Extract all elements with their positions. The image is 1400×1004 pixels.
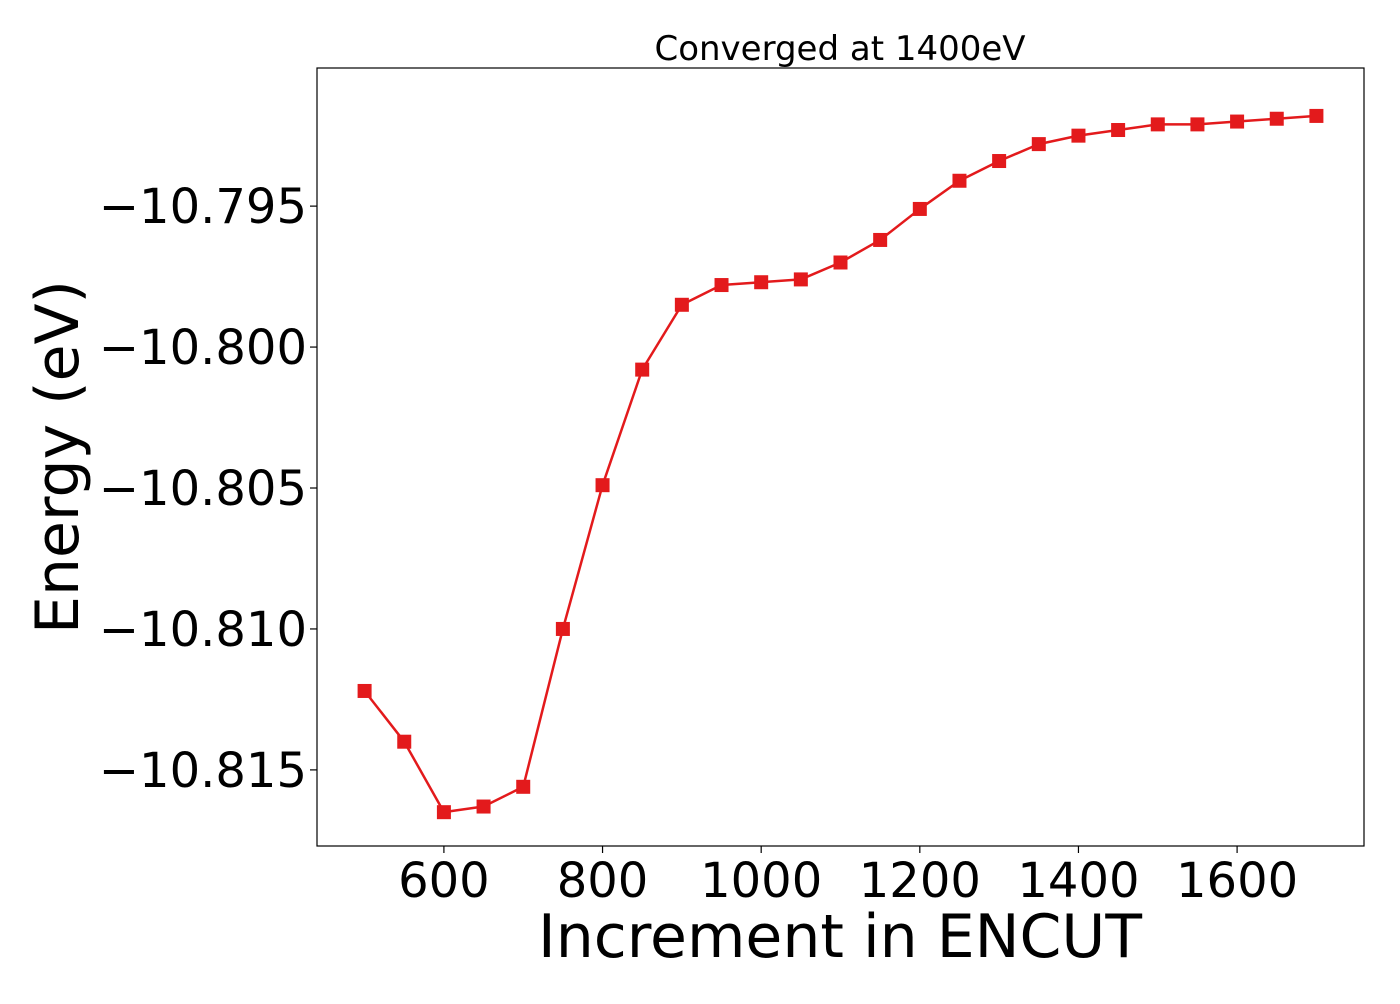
data-point	[1269, 111, 1284, 126]
chart-title: Converged at 1400eV	[654, 29, 1025, 69]
y-tick-label: −10.795	[99, 179, 307, 235]
data-point	[754, 275, 769, 290]
plot-area	[316, 67, 1365, 847]
data-point	[952, 173, 967, 188]
data-point	[1031, 137, 1046, 152]
y-tick-label: −10.810	[99, 602, 307, 658]
y-tick-label: −10.805	[99, 461, 307, 517]
data-point	[476, 799, 491, 814]
data-point	[1150, 117, 1165, 132]
x-tick-label: 600	[398, 853, 490, 909]
x-tick-label: 1400	[1017, 853, 1139, 909]
x-tick-label: 800	[557, 853, 649, 909]
data-point	[992, 154, 1007, 169]
data-point	[714, 278, 729, 293]
data-point	[1071, 128, 1086, 143]
x-axis-label: Increment in ENCUT	[538, 902, 1142, 972]
data-point	[833, 255, 848, 270]
y-axis-ticks: −10.815 −10.810 −10.805 −10.800 −10.795	[99, 179, 317, 799]
data-point	[873, 232, 888, 247]
data-point	[595, 478, 610, 493]
x-axis-ticks: 600 800 1000 1200 1400 1600	[398, 846, 1298, 909]
data-point	[793, 272, 808, 287]
y-tick-label: −10.815	[99, 743, 307, 799]
data-point	[1111, 123, 1126, 138]
data-point	[555, 621, 570, 636]
data-point	[516, 779, 531, 794]
data-point	[397, 734, 412, 749]
data-point	[357, 683, 372, 698]
data-point	[1230, 114, 1245, 129]
data-point	[912, 201, 927, 216]
x-tick-label: 1200	[859, 853, 981, 909]
y-tick-label: −10.800	[99, 320, 307, 376]
data-point	[1190, 117, 1205, 132]
x-tick-label: 1000	[700, 853, 822, 909]
data-point	[1309, 108, 1324, 123]
y-axis-label: Energy (eV)	[23, 280, 93, 634]
data-point	[436, 805, 451, 820]
data-point	[635, 362, 650, 377]
series-energy	[357, 108, 1324, 820]
x-tick-label: 1600	[1176, 853, 1298, 909]
data-point	[674, 297, 689, 312]
